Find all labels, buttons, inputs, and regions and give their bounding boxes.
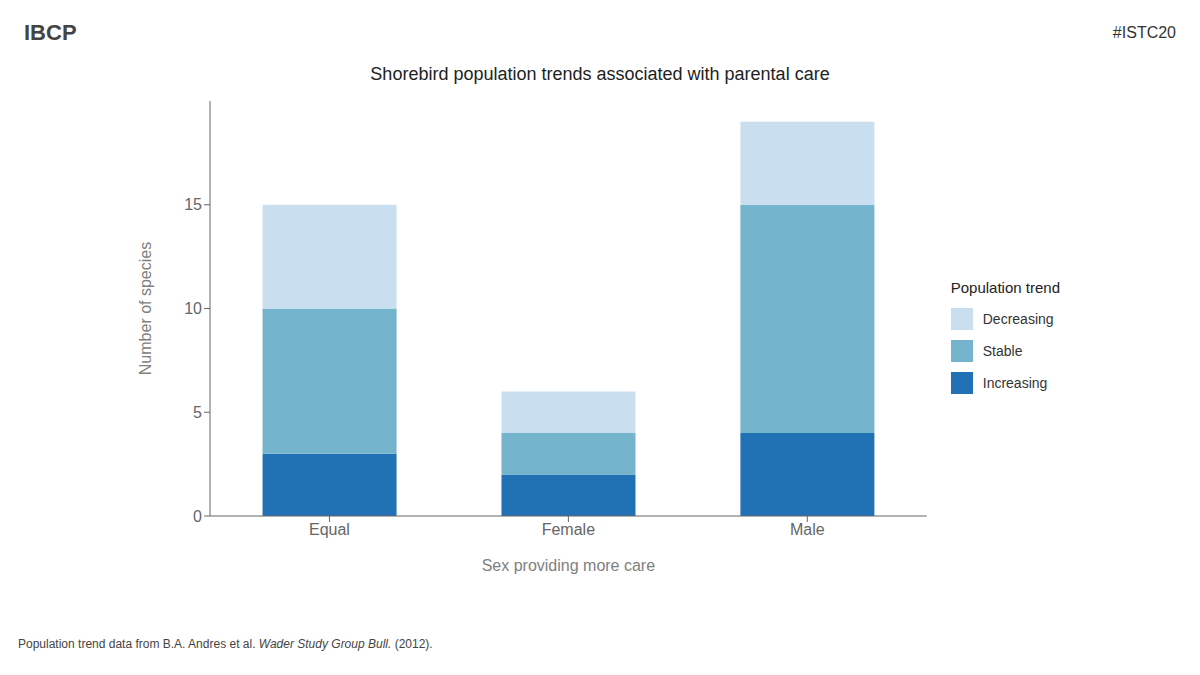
svg-text:Number of species: Number of species <box>137 242 154 375</box>
html-text:#ISTC20: #ISTC20 <box>1112 24 1176 41</box>
html-text:Population trend: Population trend <box>950 278 1060 296</box>
html-text:Decreasing: Decreasing <box>982 310 1054 327</box>
svg-text:Equal: Equal <box>309 521 350 538</box>
html-text:Shorebird population trends as: Shorebird population trends associated w… <box>370 64 830 84</box>
svg-text:Sex providing more care: Sex providing more care <box>482 557 656 574</box>
html-text:Population trend data from B.A: Population trend data from B.A. Andres e… <box>18 637 433 651</box>
svg-text:15: 15 <box>184 196 202 213</box>
svg-text:Female: Female <box>542 521 595 538</box>
svg-text:Male: Male <box>790 521 825 538</box>
svg-text:10: 10 <box>184 300 202 317</box>
html-text:Increasing: Increasing <box>982 374 1048 391</box>
html-text:IBCP: IBCP <box>24 20 77 45</box>
html-text:Stable: Stable <box>982 342 1023 359</box>
svg-text:0: 0 <box>193 508 202 525</box>
svg-text:5: 5 <box>193 404 202 421</box>
